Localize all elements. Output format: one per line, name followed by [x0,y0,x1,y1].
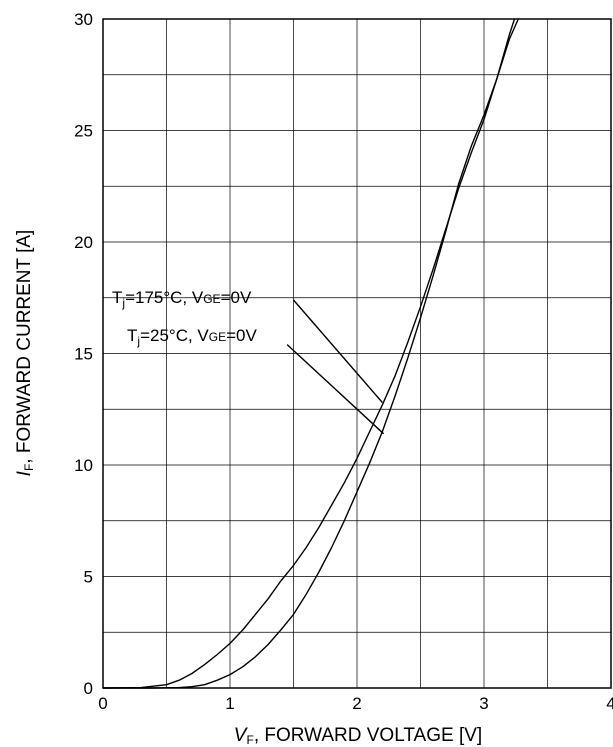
y-tick-label: 25 [74,122,93,141]
x-tick-label: 1 [225,694,234,713]
leader-line-0 [292,299,383,404]
annotation-leaders [286,299,385,435]
x-tick-labels: 0 1 2 3 4 [98,694,613,713]
grid [103,19,611,688]
y-tick-labels: 0 5 10 15 20 25 30 [74,10,93,698]
leader-line-1 [286,344,385,435]
y-tick-label: 10 [74,456,93,475]
x-axis-title: VF, FORWARD VOLTAGE [V] [234,725,482,747]
plot-frame [102,18,612,689]
y-tick-label: 0 [84,679,93,698]
y-axis-title: IF, FORWARD CURRENT [A] [14,230,36,477]
x-tick-label: 3 [479,694,488,713]
y-tick-label: 20 [74,233,93,252]
x-tick-label: 4 [606,694,613,713]
x-tick-label: 2 [352,694,361,713]
y-tick-label: 15 [74,345,93,364]
series-line-1 [103,18,519,689]
label-175c: Tj=175°C, VGE=0V [112,288,252,310]
y-tick-label: 5 [84,568,93,587]
label-25c: Tj=25°C, VGE=0V [127,326,257,348]
curves [102,18,519,689]
series-line-0 [102,18,516,689]
y-tick-label: 30 [74,10,93,29]
x-tick-label: 0 [98,694,107,713]
